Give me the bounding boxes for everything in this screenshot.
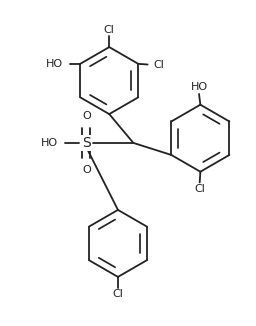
Text: S: S bbox=[82, 136, 91, 150]
Text: Cl: Cl bbox=[194, 184, 205, 194]
Text: O: O bbox=[82, 165, 91, 175]
Text: HO: HO bbox=[41, 138, 58, 148]
Text: Cl: Cl bbox=[104, 25, 115, 35]
Text: HO: HO bbox=[46, 59, 63, 69]
Text: HO: HO bbox=[190, 82, 208, 92]
Text: Cl: Cl bbox=[113, 289, 123, 299]
Text: O: O bbox=[82, 111, 91, 121]
Text: Cl: Cl bbox=[153, 60, 164, 69]
